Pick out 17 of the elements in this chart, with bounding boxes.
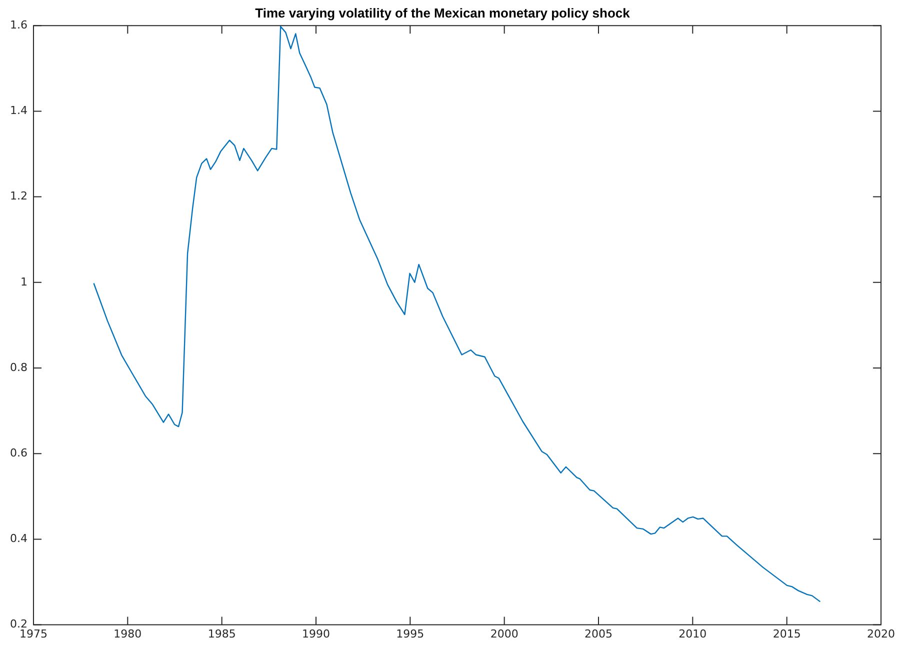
y-tick-label: 0.6	[10, 446, 28, 460]
y-tick-label: 1.2	[10, 190, 28, 203]
y-tick-label: 1.4	[10, 104, 28, 118]
y-tick-label: 0.8	[10, 360, 28, 374]
x-tick-label: 1995	[396, 627, 424, 640]
x-tick-label: 1980	[114, 627, 142, 640]
x-tick-label: 1990	[302, 627, 330, 640]
y-tick-label: 1.6	[10, 18, 28, 32]
x-tick-label: 2000	[490, 627, 518, 640]
x-tick-label: 2010	[678, 627, 707, 640]
x-tick-label: 2020	[867, 627, 895, 640]
y-tick-label: 0.4	[10, 532, 28, 546]
x-tick-label: 2005	[584, 627, 612, 640]
y-tick-label: 1	[20, 275, 28, 288]
x-tick-label: 2015	[772, 627, 801, 640]
x-tick-label: 1985	[208, 627, 236, 640]
chart-title: Time varying volatility of the Mexican monetary policy shock	[255, 5, 631, 20]
